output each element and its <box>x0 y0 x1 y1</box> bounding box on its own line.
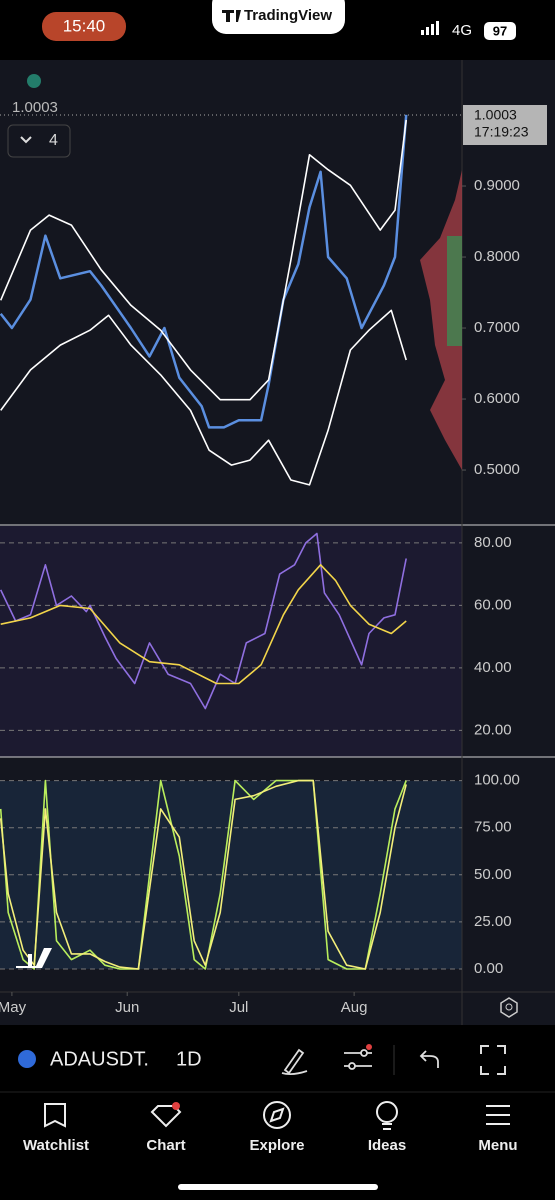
y-tick-label: 0.7000 <box>474 319 520 336</box>
time-pill <box>42 12 126 41</box>
interval[interactable]: 1D <box>176 1048 202 1070</box>
chart-badge <box>172 1102 180 1110</box>
indicator-count: 4 <box>49 132 58 149</box>
last-price: 1.0003 <box>474 107 517 123</box>
value-area <box>447 236 462 346</box>
network: 4G <box>452 22 472 39</box>
tab-icons <box>44 1101 510 1130</box>
toolbar-bg <box>0 1025 555 1200</box>
signal <box>421 21 439 35</box>
y-tick-label: 25.00 <box>474 913 512 930</box>
home-indicator <box>178 1184 378 1190</box>
y-tick-label: 0.00 <box>474 960 503 977</box>
y-tick-label: 0.5000 <box>474 461 520 478</box>
symbol-icon <box>18 1050 36 1068</box>
tab-label[interactable]: Ideas <box>368 1137 406 1154</box>
series-line <box>0 309 407 486</box>
indicators-tool[interactable] <box>344 1049 372 1070</box>
logo <box>222 10 241 22</box>
series-line <box>0 564 407 685</box>
fullscreen[interactable] <box>480 1045 506 1075</box>
x-tick-label: Aug <box>341 999 368 1016</box>
series-line <box>0 119 407 401</box>
series-line <box>0 779 407 970</box>
x-tick-label: May <box>0 999 27 1016</box>
app-pill <box>212 0 345 34</box>
series-line <box>0 114 408 429</box>
clock: 15:40 <box>63 16 106 35</box>
series-line <box>0 532 407 710</box>
battery-level: 97 <box>493 23 507 38</box>
y-tick-label: 0.9000 <box>474 177 520 194</box>
alert-dot <box>366 1044 372 1050</box>
tab-label[interactable]: Watchlist <box>23 1137 89 1154</box>
y-tick-label: 0.8000 <box>474 248 520 265</box>
y-tick-label: 50.00 <box>474 866 512 883</box>
countdown: 17:19:23 <box>474 124 529 140</box>
x-tick-label: Jul <box>229 999 248 1016</box>
y-tick-label: 100.00 <box>474 772 520 789</box>
symbol[interactable]: ADAUSDT. <box>50 1048 149 1070</box>
battery <box>484 22 516 40</box>
rsi-bg <box>0 526 462 757</box>
tab-label[interactable]: Menu <box>478 1137 517 1154</box>
undo[interactable] <box>419 1050 439 1068</box>
settings-dot <box>505 1003 513 1011</box>
tab-label[interactable]: Chart <box>146 1137 185 1154</box>
y-tick-label: 40.00 <box>474 659 512 676</box>
y-tick-label: 60.00 <box>474 596 512 613</box>
indicators-toggle[interactable] <box>7 124 71 158</box>
y-tick-label: 0.6000 <box>474 390 520 407</box>
y-tick-label: 20.00 <box>474 721 512 738</box>
status-dot <box>27 74 41 88</box>
settings[interactable] <box>500 997 518 1018</box>
draw-tool[interactable] <box>281 1048 308 1076</box>
y-tick-label: 75.00 <box>474 819 512 836</box>
x-tick-label: Jun <box>115 999 139 1016</box>
watermark <box>16 948 52 968</box>
series-line <box>0 779 407 970</box>
y-tick-label: 80.00 <box>474 534 512 551</box>
last-price-box <box>463 105 547 145</box>
price-label: 1.0003 <box>12 99 58 116</box>
tab-label[interactable]: Explore <box>249 1137 304 1154</box>
app-name: TradingView <box>244 7 332 24</box>
chevron <box>20 136 32 144</box>
